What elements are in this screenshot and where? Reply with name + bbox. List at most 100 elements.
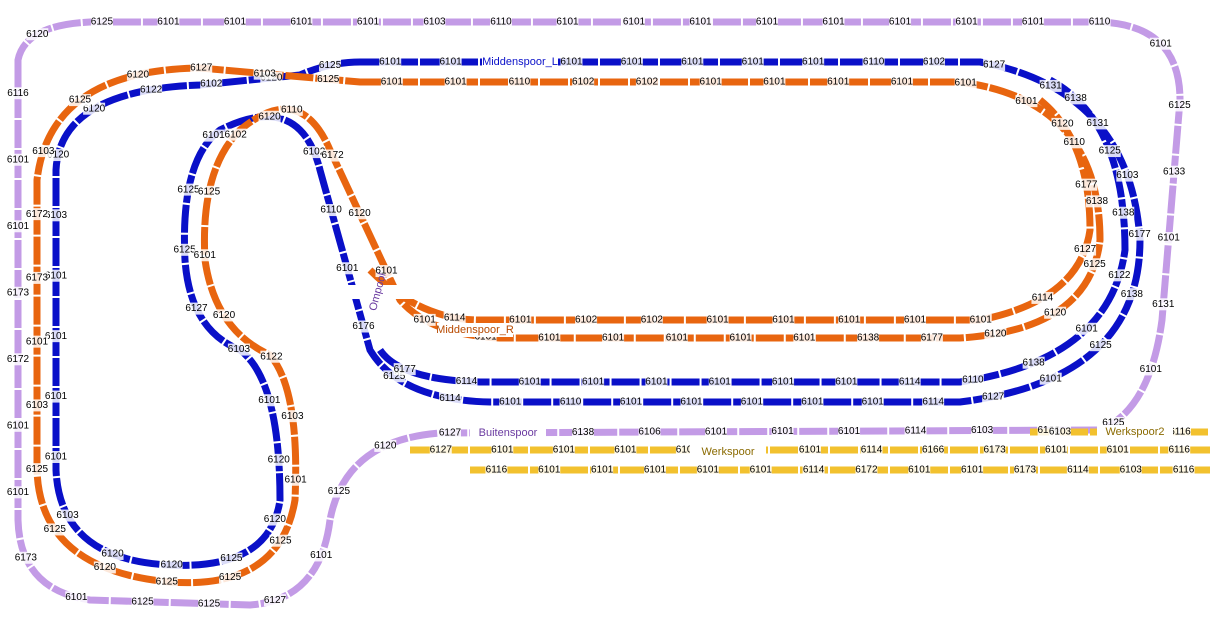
label-bg (1149, 37, 1172, 50)
label-bg (380, 76, 403, 88)
label-bg (45, 269, 67, 282)
label-bg (638, 426, 661, 439)
track-piece-label: 6177 (394, 364, 417, 375)
track-piece-label: 6101 (7, 221, 30, 232)
label-bg (961, 464, 984, 476)
label-bg (1022, 16, 1045, 29)
label-bg (898, 376, 921, 388)
label-bg (290, 16, 313, 29)
label-bg (160, 559, 183, 572)
label-bg (348, 207, 371, 220)
track-piece-label: 6120 (984, 329, 1007, 340)
label-bg (101, 547, 124, 560)
label-bg (1085, 195, 1108, 208)
label-bg (26, 463, 49, 476)
track-piece-label: 6120 (374, 441, 397, 452)
track-piece-label: 6101 (707, 315, 730, 326)
track-piece-label: 6101 (623, 17, 646, 28)
label-bg (680, 396, 703, 409)
label-bg (983, 58, 1006, 71)
track-piece-label: 6176 (352, 321, 375, 332)
track-piece-label: 6177 (1075, 179, 1098, 190)
track-piece-label: 6120 (258, 111, 281, 122)
label-bg (740, 396, 763, 409)
label-bg (177, 183, 200, 196)
track-piece-label: 6101 (1140, 364, 1163, 375)
label-bg (260, 350, 283, 363)
label-bg (756, 16, 779, 29)
track-piece-label: 6101 (904, 315, 927, 326)
track-piece-label: 6101 (772, 315, 795, 326)
label-bg (26, 28, 49, 41)
label-bg (772, 376, 795, 388)
track-piece-label: 6103 (45, 210, 68, 221)
label-bg (253, 67, 276, 80)
label-bg (1098, 145, 1121, 158)
label-bg (263, 513, 286, 526)
label-bg (56, 509, 79, 522)
track-piece-label: 6122 (140, 84, 163, 95)
label-bg (455, 375, 478, 388)
label-bg (68, 94, 91, 107)
track-piece-label: 6120 (264, 514, 287, 525)
track-piece-label: 6125 (91, 17, 114, 28)
label-bg (173, 243, 196, 256)
track-piece-label: 6101 (689, 17, 712, 28)
label-bg (838, 314, 861, 326)
track-piece-label: 6101 (375, 266, 398, 277)
track-piece-label: 6101 (838, 426, 861, 437)
label-bg (827, 76, 850, 88)
label-bg (705, 425, 728, 438)
name-bg (1097, 425, 1173, 439)
track-piece-label: 6101 (756, 17, 779, 28)
label-bg (922, 444, 945, 456)
label-bg (1075, 178, 1098, 191)
label-bg (93, 561, 116, 574)
label-bg (489, 16, 512, 29)
track-piece-label: 6114 (439, 393, 461, 404)
label-bg (1064, 92, 1087, 105)
label-bg (635, 76, 658, 88)
track-piece-label: 6101 (799, 445, 822, 456)
label-bg (602, 332, 625, 344)
label-bg (220, 552, 243, 565)
label-bg (202, 129, 225, 142)
track-piece-label: 6101 (697, 465, 720, 476)
track-piece-label: 6101 (445, 77, 468, 88)
track-piece-label: 6101 (194, 250, 217, 261)
label-bg (838, 425, 861, 438)
track-piece-label: 6127 (983, 60, 1006, 71)
track-piece-label: 6101 (553, 445, 576, 456)
label-bg (1063, 136, 1086, 149)
track-piece-label: 6101 (1076, 323, 1099, 334)
track-piece-label: 6101 (45, 452, 68, 463)
track-piece-label: 6125 (328, 486, 351, 497)
track-piece-label: 6101 (741, 397, 764, 408)
label-bg (14, 551, 37, 564)
track-piece-label: 6101 (379, 57, 402, 68)
track-piece-label: 6101 (1107, 445, 1130, 456)
label-bg (7, 220, 30, 233)
label-bg (281, 410, 304, 423)
track-piece-label: 6101 (705, 426, 728, 437)
track-piece-label: 6133 (1163, 166, 1186, 177)
label-bg (903, 314, 926, 326)
label-bg (1168, 444, 1191, 456)
label-bg (327, 485, 350, 498)
name-bg (470, 426, 546, 440)
label-bg (620, 396, 643, 408)
label-bg (1088, 16, 1111, 29)
label-bg (620, 56, 643, 68)
label-bg (1051, 117, 1074, 130)
label-bg (1074, 243, 1097, 256)
label-bg (303, 146, 326, 159)
track-piece-label: 6101 (45, 391, 68, 402)
label-bg (223, 16, 246, 29)
track-piece-label: 6102 (572, 77, 595, 88)
label-bg (771, 425, 794, 438)
track-piece-label: 6127 (982, 391, 1005, 402)
label-bg (1108, 269, 1131, 282)
track-piece-label: 6101 (802, 57, 825, 68)
label-bg (224, 128, 247, 141)
